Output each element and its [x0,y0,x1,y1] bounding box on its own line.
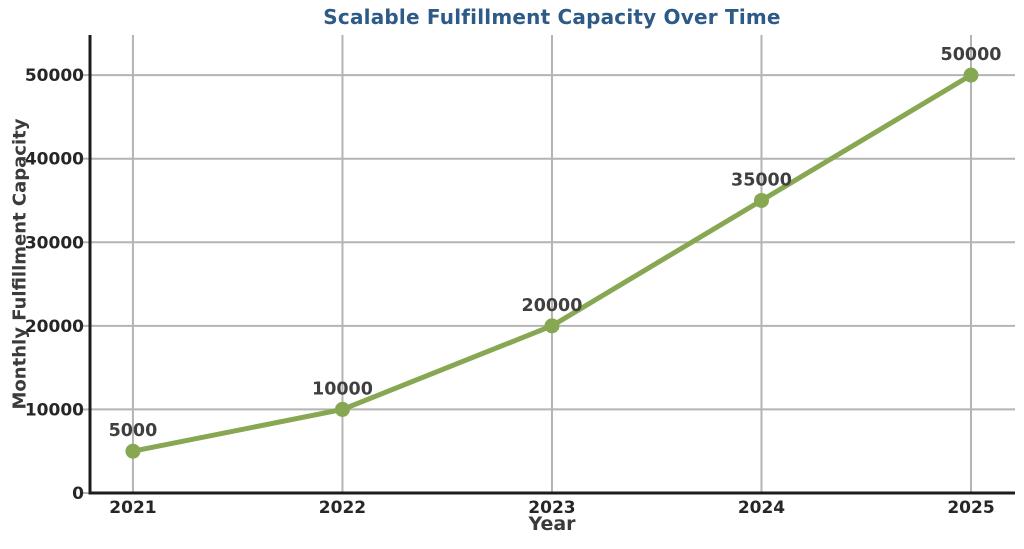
x-tick-label: 2023 [528,498,575,518]
data-point [334,401,350,417]
y-tick-label: 50000 [25,66,84,86]
data-point-label: 10000 [312,379,373,399]
x-tick-label: 2024 [738,498,785,518]
y-tick-label: 0 [72,484,84,504]
data-point [963,67,979,83]
data-point-label: 5000 [109,421,158,441]
data-point [753,192,769,208]
y-tick-label: 10000 [25,400,84,420]
data-point-label: 20000 [522,296,583,316]
x-tick-label: 2021 [109,498,156,518]
x-axis-label: Year [528,513,576,535]
y-tick-label: 20000 [25,317,84,337]
chart-title: Scalable Fulfillment Capacity Over Time [323,5,781,29]
data-point [544,318,560,334]
y-axis-label: Monthly Fulfillment Capacity [9,118,31,410]
y-tick-label: 40000 [25,150,84,170]
y-tick-label: 30000 [25,233,84,253]
data-point-label: 50000 [941,45,1002,65]
data-point [125,443,141,459]
x-tick-label: 2025 [947,498,994,518]
data-point-label: 35000 [731,170,792,190]
x-tick-label: 2022 [319,498,366,518]
